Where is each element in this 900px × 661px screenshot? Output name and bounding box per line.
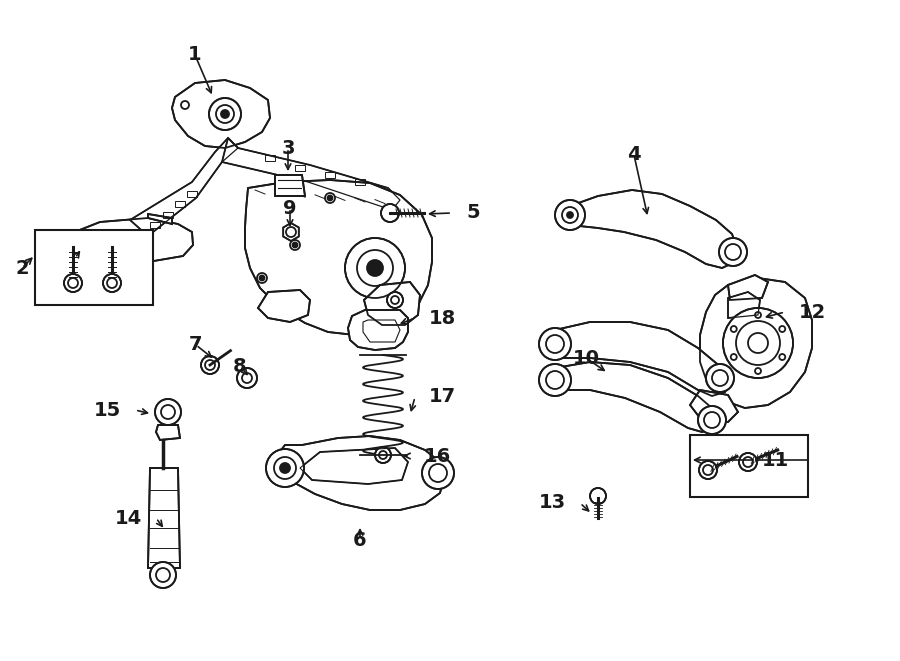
Circle shape: [387, 292, 403, 308]
Circle shape: [381, 204, 399, 222]
Circle shape: [723, 308, 793, 378]
Polygon shape: [278, 436, 444, 510]
Polygon shape: [275, 175, 305, 196]
Circle shape: [567, 212, 573, 218]
Circle shape: [103, 274, 121, 292]
Circle shape: [699, 461, 717, 479]
Circle shape: [259, 276, 265, 280]
Polygon shape: [690, 390, 738, 422]
Text: 4: 4: [627, 145, 641, 165]
Circle shape: [64, 274, 82, 292]
Circle shape: [221, 110, 229, 118]
Text: 18: 18: [429, 309, 456, 327]
Circle shape: [539, 328, 571, 360]
Circle shape: [739, 453, 757, 471]
Polygon shape: [148, 214, 172, 224]
Circle shape: [345, 238, 405, 298]
Polygon shape: [700, 278, 812, 408]
Text: 8: 8: [233, 356, 247, 375]
Text: 15: 15: [94, 401, 121, 420]
Polygon shape: [258, 290, 310, 322]
Polygon shape: [364, 282, 420, 325]
Circle shape: [555, 200, 585, 230]
Text: 6: 6: [353, 531, 367, 549]
Circle shape: [237, 368, 257, 388]
Text: 10: 10: [572, 348, 599, 368]
Text: 12: 12: [799, 303, 826, 321]
Text: 17: 17: [429, 387, 456, 407]
Circle shape: [266, 449, 304, 487]
Bar: [690, 435, 808, 497]
Circle shape: [539, 364, 571, 396]
Polygon shape: [728, 275, 768, 300]
Text: 7: 7: [189, 336, 202, 354]
Polygon shape: [245, 180, 432, 335]
Polygon shape: [555, 322, 730, 396]
Circle shape: [280, 463, 290, 473]
Circle shape: [201, 356, 219, 374]
Polygon shape: [222, 138, 400, 210]
Text: 14: 14: [115, 508, 142, 527]
Polygon shape: [555, 362, 720, 432]
Circle shape: [706, 364, 734, 392]
Polygon shape: [148, 468, 180, 568]
Circle shape: [150, 562, 176, 588]
Circle shape: [155, 399, 181, 425]
Circle shape: [367, 260, 383, 276]
Text: 13: 13: [539, 494, 566, 512]
Bar: [35, 230, 153, 305]
Polygon shape: [300, 448, 408, 484]
Text: 16: 16: [424, 446, 451, 465]
Polygon shape: [156, 425, 180, 440]
Text: 11: 11: [762, 451, 789, 469]
Polygon shape: [53, 235, 67, 258]
Polygon shape: [172, 80, 270, 148]
Circle shape: [328, 196, 332, 200]
Polygon shape: [284, 223, 299, 241]
Circle shape: [698, 406, 726, 434]
Circle shape: [719, 238, 747, 266]
Circle shape: [422, 457, 454, 489]
Polygon shape: [58, 218, 193, 264]
Text: 9: 9: [284, 198, 297, 217]
Circle shape: [590, 488, 606, 504]
Polygon shape: [348, 310, 408, 350]
Polygon shape: [728, 292, 760, 318]
Text: 2: 2: [15, 258, 29, 278]
Text: 1: 1: [188, 46, 202, 65]
Polygon shape: [130, 138, 238, 236]
Circle shape: [375, 447, 391, 463]
Text: 3: 3: [281, 139, 295, 157]
Polygon shape: [570, 190, 738, 268]
Circle shape: [209, 98, 241, 130]
Circle shape: [292, 243, 298, 247]
Text: 5: 5: [466, 204, 480, 223]
